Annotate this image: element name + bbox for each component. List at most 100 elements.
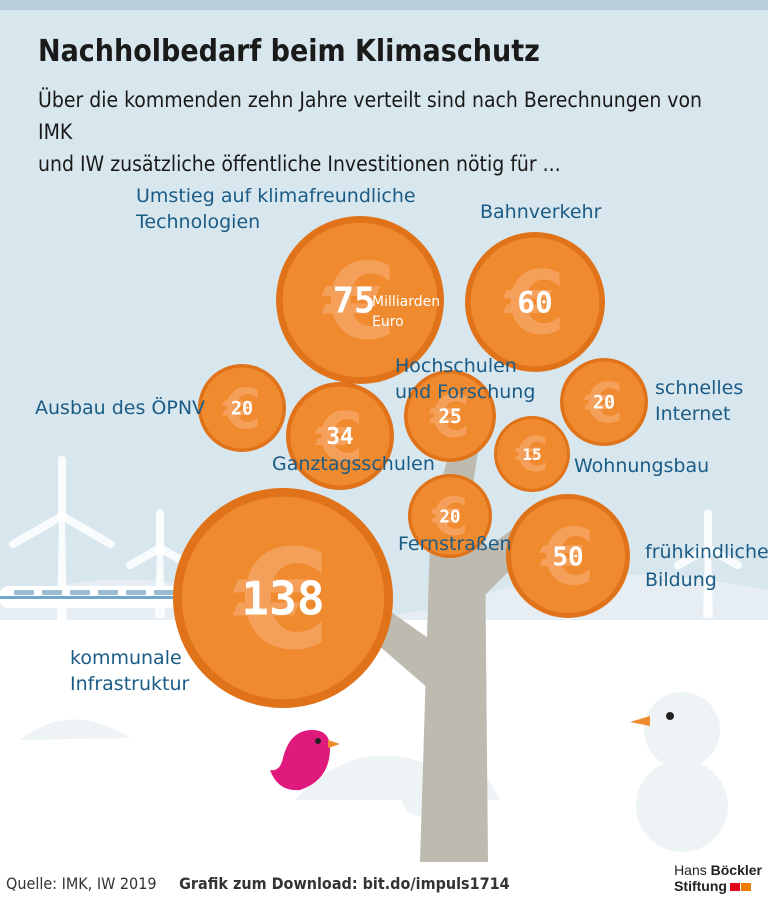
value-label: 20 bbox=[231, 399, 253, 420]
turbine-left-blade bbox=[9, 514, 63, 549]
coin-wohnungsbau: €15 bbox=[494, 416, 570, 492]
bird-icon bbox=[270, 730, 340, 791]
turbine-left-blade bbox=[61, 514, 115, 549]
source-note: Quelle: IMK, IW 2019 bbox=[6, 874, 157, 893]
snowman-eye bbox=[666, 712, 674, 720]
logo-square-red bbox=[729, 883, 740, 892]
coin-bahnverkehr: €60 bbox=[465, 232, 605, 372]
category-label: Bildung bbox=[645, 569, 717, 591]
unit-label-line-2: Euro bbox=[372, 314, 404, 330]
coin-face bbox=[510, 498, 626, 614]
category-label: frühkindliche bbox=[645, 541, 768, 563]
euro-icon: € bbox=[428, 384, 470, 451]
turbine-left-blade bbox=[58, 455, 66, 516]
coin-face bbox=[497, 419, 567, 489]
turbine-right-blade bbox=[674, 546, 709, 570]
turbine-left-small-blade bbox=[156, 509, 164, 548]
train-window bbox=[14, 590, 34, 595]
turbine-right-hub bbox=[703, 543, 713, 553]
train-window bbox=[126, 590, 146, 595]
coin-face bbox=[181, 496, 385, 700]
category-label: Ausbau des ÖPNV bbox=[35, 396, 205, 419]
snowman-body bbox=[636, 760, 728, 852]
value-label: 50 bbox=[552, 542, 583, 572]
top-band bbox=[0, 0, 768, 10]
turbine-right-blade bbox=[707, 546, 742, 570]
unit-label-line-1: Milliarden bbox=[372, 294, 440, 310]
category-label: Ganztagsschulen bbox=[272, 453, 435, 475]
value-label: 20 bbox=[439, 507, 460, 527]
category-labels: Umstieg auf klimafreundliche Technologien… bbox=[35, 185, 768, 695]
turbine-right-tower bbox=[703, 548, 713, 618]
foreground-decoration bbox=[270, 692, 728, 852]
category-label: Fernstraßen bbox=[398, 533, 512, 555]
category-label: schnelles bbox=[655, 377, 743, 399]
train-window bbox=[98, 590, 118, 595]
value-label: 15 bbox=[522, 445, 541, 464]
footer: Quelle: IMK, IW 2019 Grafik zum Download… bbox=[6, 874, 510, 893]
euro-icon: € bbox=[315, 397, 364, 476]
euro-icon: € bbox=[514, 428, 548, 483]
snowman-icon bbox=[630, 692, 728, 852]
chart-subtitle: Über die kommenden zehn Jahre verteilt s… bbox=[38, 84, 738, 180]
coin-fernstrassen: €20 bbox=[408, 474, 492, 558]
value-label: 25 bbox=[438, 405, 461, 428]
snowman-head bbox=[644, 692, 720, 768]
coin-face bbox=[411, 477, 489, 555]
coin-ausbau-des-oepnv: €20 bbox=[198, 364, 286, 452]
euro-icon: € bbox=[431, 487, 469, 548]
category-label: Internet bbox=[655, 403, 730, 425]
euro-icon: € bbox=[503, 253, 566, 355]
category-label: und Forschung bbox=[395, 381, 535, 403]
coin-face bbox=[407, 373, 493, 459]
brand-logo: Hans Böckler Stiftung bbox=[674, 862, 762, 894]
train-window bbox=[70, 590, 90, 595]
logo-text-stiftung: Stiftung bbox=[674, 878, 727, 894]
value-label: 34 bbox=[326, 424, 353, 450]
euro-icon: € bbox=[232, 521, 331, 681]
coin-schnelles-internet: €20 bbox=[560, 358, 648, 446]
value-label: 20 bbox=[593, 393, 615, 414]
euro-icon: € bbox=[583, 371, 623, 435]
subtitle-line-1: Über die kommenden zehn Jahre verteilt s… bbox=[38, 88, 703, 144]
coin-face bbox=[563, 361, 645, 443]
euro-icon: € bbox=[539, 513, 595, 603]
logo-text-hans: Hans bbox=[674, 862, 711, 878]
category-label: Wohnungsbau bbox=[574, 455, 709, 477]
logo-text-boeckler: Böckler bbox=[710, 862, 762, 878]
euro-icon: € bbox=[321, 241, 396, 363]
value-label: 75 bbox=[333, 281, 375, 322]
category-label: kommunale bbox=[70, 647, 182, 669]
logo-square-orange bbox=[740, 883, 751, 892]
category-label: Hochschulen bbox=[395, 355, 517, 377]
coin-face bbox=[282, 222, 438, 378]
turbine-left-small-blade bbox=[126, 546, 161, 570]
category-label: Bahnverkehr bbox=[480, 201, 602, 223]
background-scene bbox=[0, 0, 768, 816]
coin-face bbox=[201, 367, 283, 449]
coin-hochschulen-und-forschung: €25 bbox=[404, 370, 496, 462]
mound bbox=[20, 719, 130, 740]
subtitle-line-2: und IW zusätzliche öffentliche Investiti… bbox=[38, 152, 561, 176]
bird-eye bbox=[315, 738, 321, 744]
download-link[interactable]: Grafik zum Download: bit.do/impuls1714 bbox=[179, 874, 510, 893]
turbine-right bbox=[674, 509, 742, 618]
bird-body bbox=[270, 730, 330, 791]
turbine-left-small-hub bbox=[155, 543, 165, 553]
coin-kommunale-infrastruktur: €138 bbox=[173, 488, 393, 708]
train bbox=[0, 586, 200, 608]
turbine-right-blade bbox=[704, 509, 712, 548]
euro-icon: € bbox=[221, 377, 261, 441]
coin-ganztagsschulen: €34 bbox=[286, 382, 394, 490]
coin-face bbox=[470, 237, 600, 367]
train-stripe bbox=[0, 596, 190, 599]
value-label: 138 bbox=[241, 572, 324, 626]
category-label: Technologien bbox=[135, 211, 260, 233]
bird-beak bbox=[328, 740, 340, 748]
turbine-left-hub bbox=[57, 511, 67, 521]
value-label: 60 bbox=[517, 286, 552, 320]
